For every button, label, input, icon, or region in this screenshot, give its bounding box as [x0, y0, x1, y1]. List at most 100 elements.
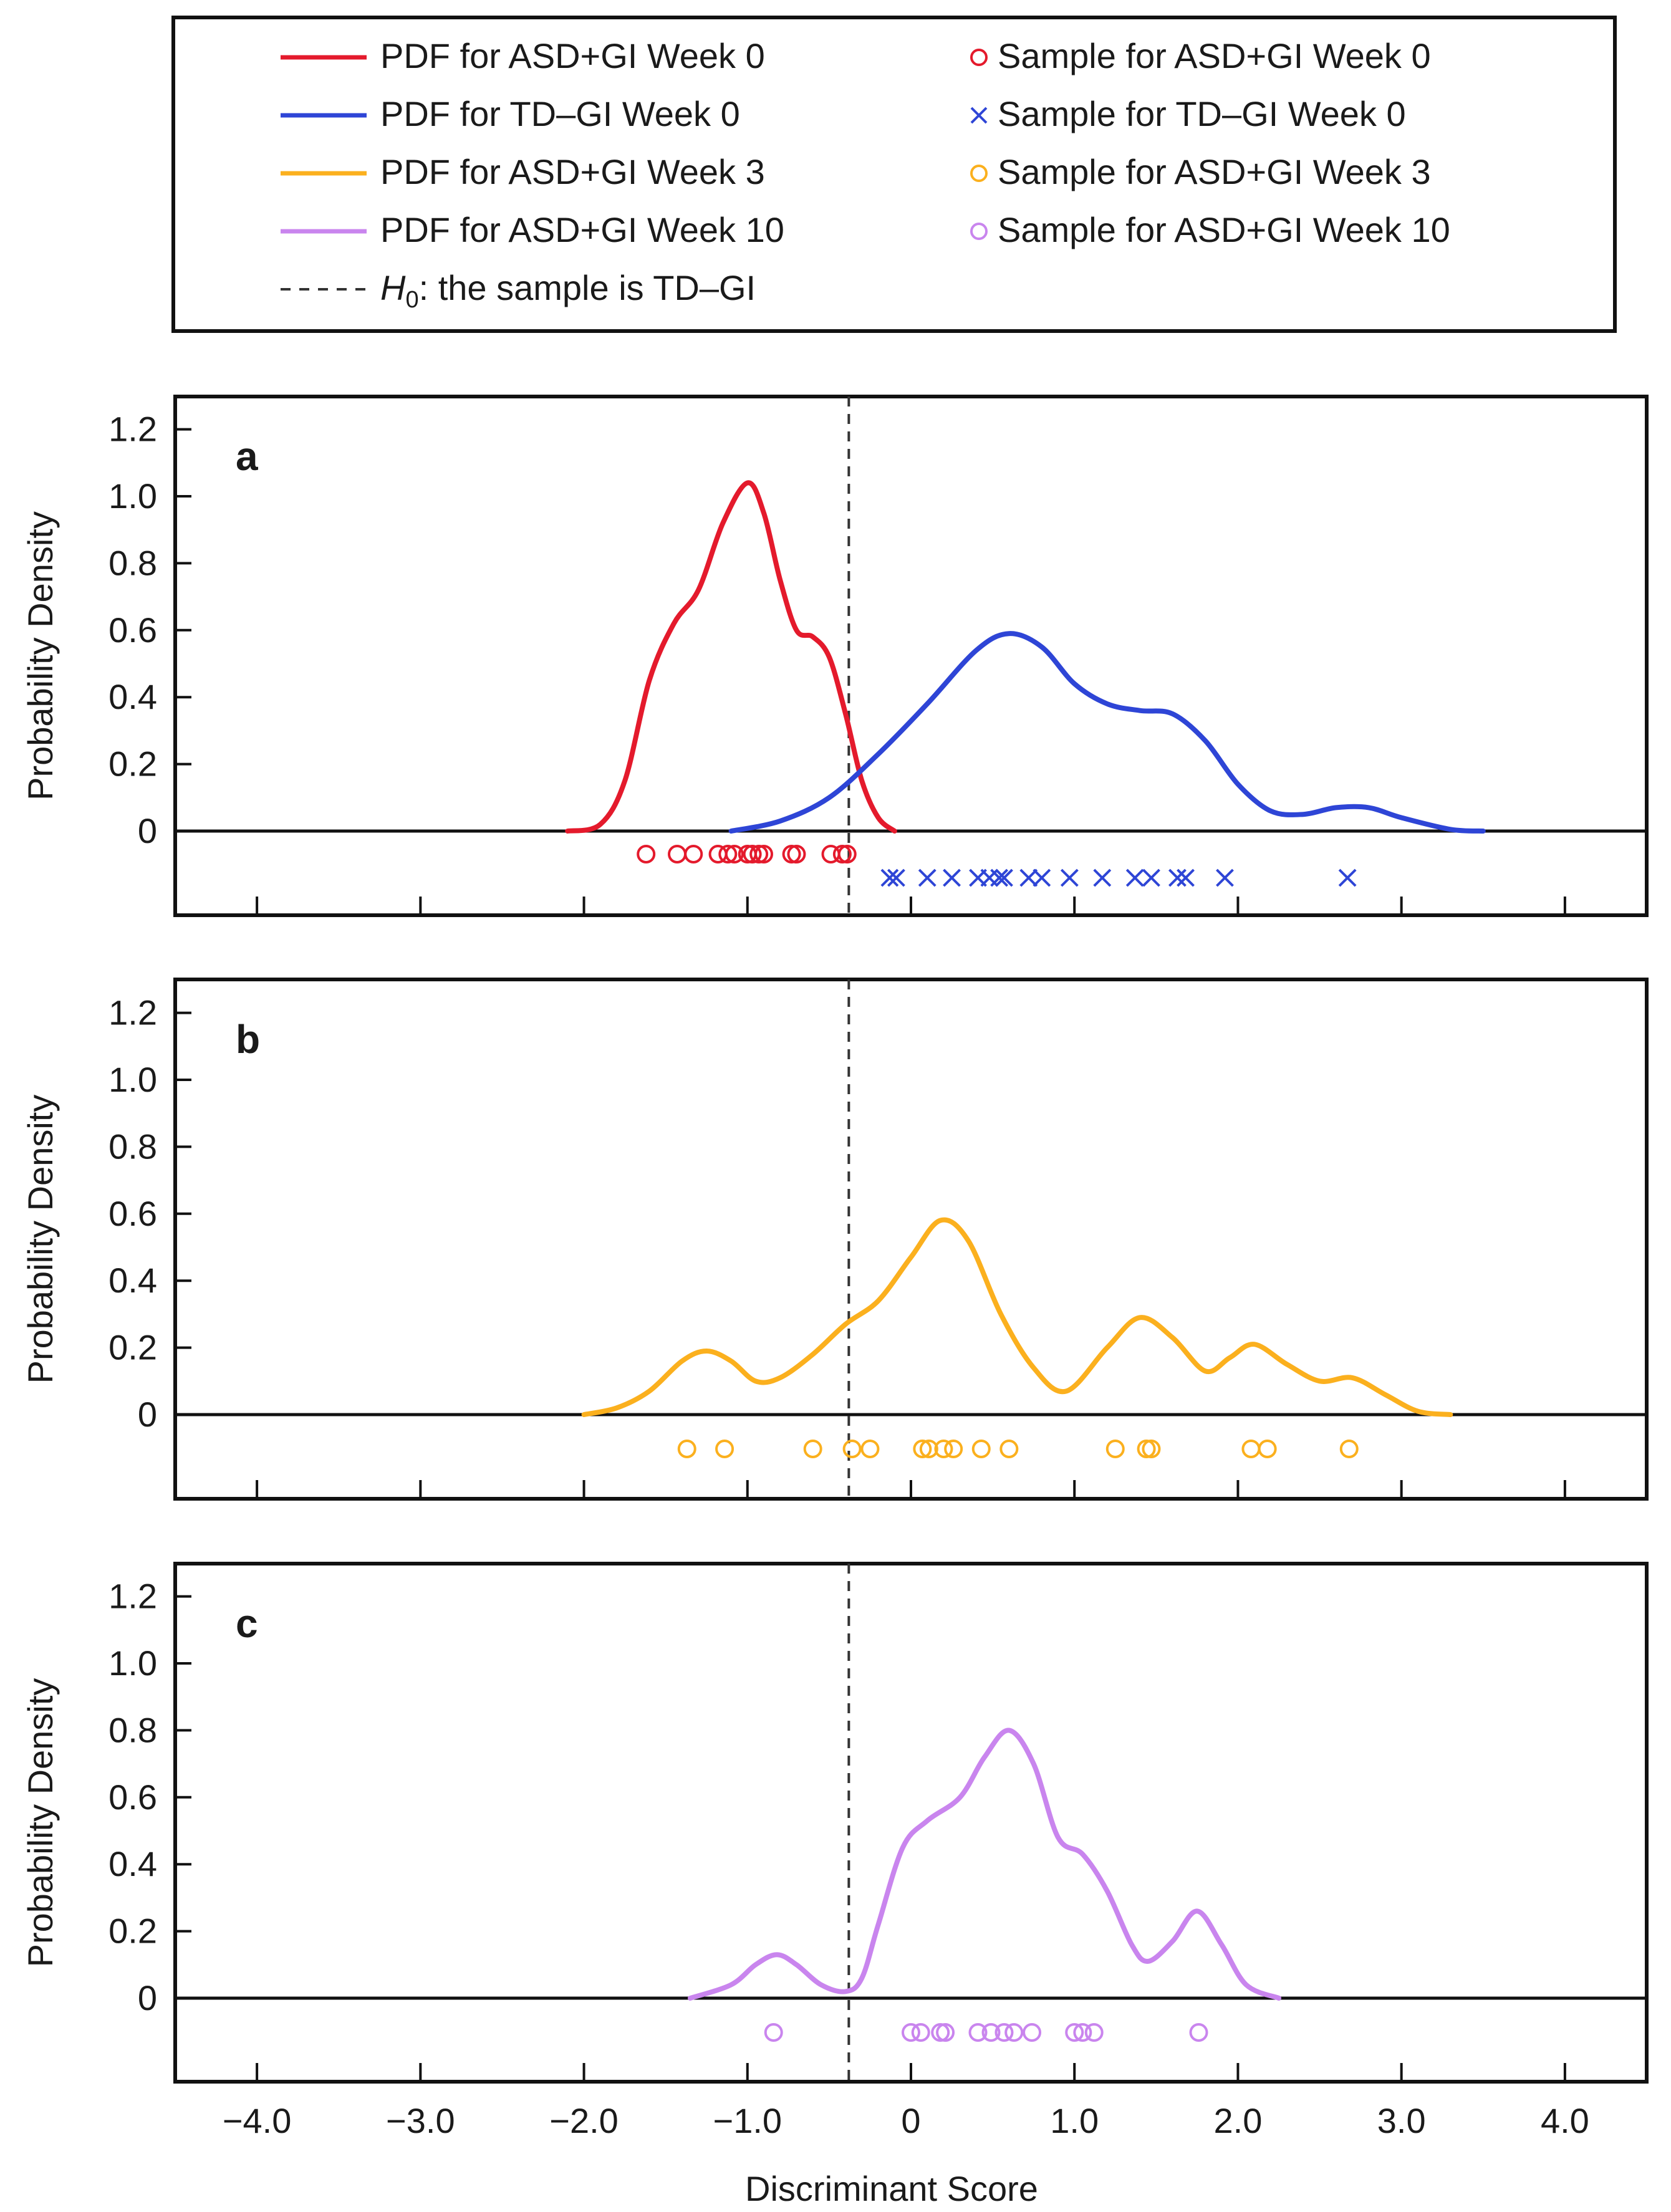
panel-label: c: [236, 1601, 258, 1646]
plot-frame: [173, 1562, 1649, 2084]
sample-marker-circle: [902, 2023, 920, 2042]
y-tick-label: 0: [138, 1395, 157, 1434]
plot-frame: [173, 978, 1649, 1501]
y-tick-label: 0.4: [108, 677, 157, 716]
legend-marker-asd-week3: [970, 165, 988, 182]
pdf-curve: [728, 631, 1486, 834]
x-tick-label: −1.0: [713, 2101, 782, 2140]
sample-marker-circle: [782, 845, 801, 863]
sample-marker-circle: [944, 1440, 963, 1458]
legend-label-asd-week3: PDF for ASD+GI Week 3: [380, 152, 765, 191]
sample-marker-cross: [1019, 868, 1038, 887]
sample-marker-cross: [918, 868, 937, 887]
sample-marker-circle: [1084, 2023, 1104, 2042]
sample-marker-circle: [764, 2023, 783, 2042]
sample-marker-cross: [880, 868, 899, 887]
legend-marker-td-week0: [970, 107, 988, 124]
sample-marker-cross: [1177, 868, 1195, 887]
y-axis-title: Probability Density: [21, 1678, 60, 1968]
sample-marker-cross: [990, 868, 1009, 887]
x-tick-label: −3.0: [386, 2101, 455, 2140]
sample-marker-circle: [934, 1440, 953, 1458]
pdf-curve: [581, 1217, 1453, 1417]
legend-label-sample-asd-week3: Sample for ASD+GI Week 3: [998, 152, 1431, 191]
legend: PDF for ASD+GI Week 0 PDF for TD–GI Week…: [171, 16, 1617, 333]
sample-marker-circle: [994, 2023, 1014, 2042]
y-tick-label: 0.4: [108, 1261, 157, 1300]
sample-marker-circle: [1258, 1440, 1277, 1458]
legend-h0-text: : the sample is TD–GI: [419, 268, 756, 307]
y-tick-label: 0: [138, 811, 157, 850]
sample-marker-circle: [971, 1440, 991, 1458]
sample-marker-circle: [715, 1440, 734, 1458]
x-tick-label: 4.0: [1541, 2101, 1589, 2140]
y-tick-label: 1.0: [108, 1643, 157, 1683]
y-tick-label: 0.6: [108, 1777, 157, 1817]
pdf-curve: [565, 480, 897, 834]
panel-c: 0 0.2 0.4 0.6 0.8 1.0 1.2 −4.0 −3.0 −2.0 −1.0 0 1.0 2…: [21, 1562, 1649, 2140]
sample-marker-circle: [668, 845, 687, 863]
y-tick-label: 0.2: [108, 1911, 157, 1951]
legend-label-sample-asd-week0: Sample for ASD+GI Week 0: [998, 36, 1431, 75]
sample-marker-cross: [1060, 868, 1079, 887]
y-tick-label: 0.8: [108, 1127, 157, 1166]
sample-marker-circle: [832, 845, 852, 863]
y-tick-label: 0.2: [108, 1328, 157, 1367]
sample-marker-cross: [1093, 868, 1112, 887]
sample-marker-circle: [743, 845, 762, 863]
y-tick-label: 0.6: [108, 610, 157, 650]
plot-frame: [173, 395, 1649, 917]
legend-label-asd-week0: PDF for ASD+GI Week 0: [380, 36, 765, 75]
sample-marker-circle: [1023, 2023, 1042, 2042]
x-tick-label: −4.0: [223, 2101, 292, 2140]
x-tick-label: 2.0: [1214, 2101, 1263, 2140]
y-tick-label: 0.6: [108, 1194, 157, 1233]
sample-marker-circle: [677, 1440, 696, 1458]
sample-marker-circle: [842, 1440, 862, 1458]
x-tick-label: −2.0: [549, 2101, 619, 2140]
y-tick-label: 1.0: [108, 1060, 157, 1099]
sample-marker-circle: [911, 2023, 930, 2042]
legend-marker-asd-week0: [970, 49, 988, 66]
sample-marker-cross: [1142, 868, 1160, 887]
panel-label: b: [236, 1017, 260, 1062]
x-tick-label: 3.0: [1377, 2101, 1426, 2140]
sample-marker-cross: [995, 868, 1013, 887]
legend-label-sample-asd-week10: Sample for ASD+GI Week 10: [998, 210, 1450, 249]
y-tick-label: 0: [138, 1978, 157, 2017]
y-axis-title: Probability Density: [21, 511, 60, 801]
sample-marker-circle: [1339, 1440, 1359, 1458]
sample-marker-circle: [1189, 2023, 1208, 2042]
sample-marker-circle: [749, 845, 769, 863]
y-tick-label: 1.2: [108, 993, 157, 1032]
y-tick-label: 0.8: [108, 543, 157, 582]
sample-marker-circle: [754, 845, 773, 863]
sample-marker-circle: [725, 845, 744, 863]
panels: 0 0.2 0.4 0.6 0.8 1.0 1.2 Probability Density a 0…: [21, 395, 1649, 2140]
sample-marker-circle: [837, 845, 857, 863]
y-tick-label: 1.0: [108, 476, 157, 516]
panel-label: a: [236, 434, 258, 479]
sample-marker-circle: [913, 1440, 932, 1458]
sample-marker-circle: [787, 845, 806, 863]
sample-marker-cross: [1338, 868, 1357, 887]
legend-label-sample-td-week0: Sample for TD–GI Week 0: [998, 94, 1406, 133]
legend-marker-asd-week10: [970, 223, 988, 240]
sample-marker-circle: [931, 2023, 950, 2042]
sample-marker-cross: [1168, 868, 1187, 887]
sample-marker-circle: [999, 1440, 1019, 1458]
sample-marker-cross: [887, 868, 905, 887]
legend-h0-subscript: 0: [405, 287, 418, 313]
sample-marker-circle: [1241, 1440, 1261, 1458]
panel-b: 0 0.2 0.4 0.6 0.8 1.0 1.2 Probability Density b: [21, 978, 1649, 1501]
sample-marker-circle: [718, 845, 738, 863]
sample-marker-circle: [637, 845, 656, 863]
sample-marker-circle: [860, 1440, 880, 1458]
sample-marker-circle: [981, 2023, 1001, 2042]
legend-label-td-week0: PDF for TD–GI Week 0: [380, 94, 740, 133]
x-tick-label: 0: [901, 2101, 920, 2140]
sample-marker-circle: [919, 1440, 938, 1458]
x-axis-title: Discriminant Score: [745, 2169, 1038, 2208]
sample-marker-cross: [943, 868, 961, 887]
sample-marker-circle: [1105, 1440, 1125, 1458]
